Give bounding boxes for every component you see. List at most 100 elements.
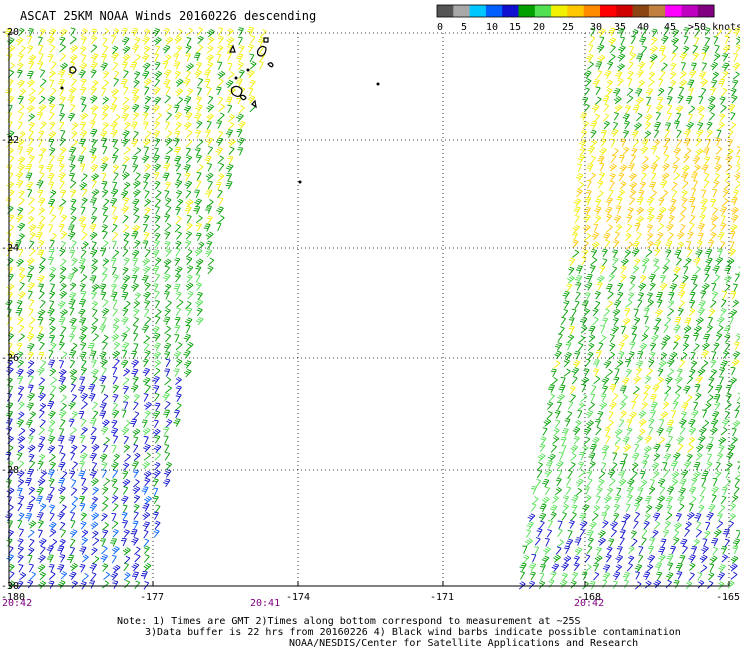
wind-barb <box>599 162 605 172</box>
wind-barb <box>605 553 612 563</box>
wind-barb <box>80 112 88 121</box>
wind-barb <box>174 111 183 121</box>
wind-barb <box>732 62 740 71</box>
wind-barb <box>102 96 109 105</box>
wind-barb <box>608 189 614 198</box>
wind-barb <box>27 188 33 198</box>
wind-barb <box>103 444 109 453</box>
wind-barb <box>669 71 677 80</box>
wind-barb <box>6 283 15 292</box>
wind-barb <box>37 283 45 292</box>
wind-barb <box>122 248 129 257</box>
wind-barb <box>628 282 636 292</box>
wind-barb <box>601 451 607 461</box>
wind-barb <box>601 462 607 471</box>
wind-barb <box>720 427 728 436</box>
wind-barb <box>681 172 689 181</box>
wind-barb <box>122 385 129 395</box>
wind-barb <box>649 282 656 291</box>
wind-barb <box>80 249 87 258</box>
wind-barb <box>632 28 639 38</box>
wind-barb <box>637 350 644 360</box>
wind-barb <box>656 571 663 581</box>
wind-barb <box>588 325 596 335</box>
wind-barb <box>721 554 729 563</box>
wind-barb <box>60 62 68 71</box>
wind-barb <box>89 563 97 572</box>
wind-barb <box>134 147 142 156</box>
wind-barb <box>102 37 108 46</box>
wind-barb <box>613 96 622 105</box>
wind-barb <box>643 571 651 581</box>
wind-barb <box>575 291 581 301</box>
wind-barb <box>143 538 150 547</box>
wind-barb <box>46 494 53 503</box>
wind-barb <box>153 163 161 172</box>
wind-barb <box>618 45 626 54</box>
wind-barb <box>684 521 692 530</box>
wind-barb <box>133 436 139 445</box>
wind-barb <box>571 367 580 376</box>
wind-barb <box>698 300 706 309</box>
wind-barb <box>144 300 151 309</box>
wind-barb <box>723 325 731 334</box>
wind-barb <box>130 121 138 130</box>
wind-barb <box>618 470 626 479</box>
wind-barb <box>26 79 35 88</box>
wind-barb <box>153 385 160 394</box>
wind-barb <box>593 375 601 385</box>
wind-barb <box>48 111 55 121</box>
legend-label: 35 <box>614 22 626 33</box>
wind-barb <box>131 94 140 104</box>
wind-barb <box>614 231 620 241</box>
legend-swatch <box>502 5 519 17</box>
wind-barb <box>650 189 657 199</box>
wind-barb <box>620 410 627 419</box>
wind-barb <box>133 503 140 513</box>
wind-barb <box>582 120 589 130</box>
wind-barb <box>692 44 698 54</box>
wind-barb <box>648 418 655 427</box>
wind-barb <box>618 172 625 182</box>
wind-barb <box>575 173 584 182</box>
wind-barb <box>91 188 100 198</box>
wind-barb <box>564 545 570 555</box>
wind-barb <box>154 434 161 444</box>
wind-barb <box>163 69 172 78</box>
wind-barb <box>142 172 151 182</box>
wind-barb <box>576 188 583 198</box>
wind-barb <box>625 241 633 250</box>
wind-barb <box>218 27 224 36</box>
wind-barb <box>627 78 633 87</box>
wind-barb <box>536 528 543 537</box>
wind-barb <box>69 470 76 479</box>
wind-barb <box>700 564 708 573</box>
wind-barb <box>133 343 139 352</box>
wind-barb <box>154 359 161 368</box>
wind-barb <box>613 299 622 309</box>
wind-barb <box>645 88 654 97</box>
wind-barb <box>729 513 736 522</box>
wind-barb <box>26 104 35 114</box>
wind-barb <box>601 258 608 267</box>
wind-barb <box>588 452 596 461</box>
wind-barb <box>47 53 54 63</box>
wind-barb <box>112 580 119 589</box>
lat-label: -22 <box>1 135 19 146</box>
wind-barb <box>684 317 692 326</box>
wind-barb <box>727 129 734 139</box>
wind-barb <box>195 232 202 242</box>
wind-barb <box>703 333 710 343</box>
wind-barb <box>81 359 87 369</box>
wind-barb <box>87 342 95 352</box>
wind-barb <box>99 375 107 385</box>
wind-barb <box>678 282 686 292</box>
wind-barb <box>100 291 107 300</box>
wind-barb <box>705 138 711 148</box>
wind-barb <box>680 351 688 361</box>
wind-barb <box>154 290 160 300</box>
wind-barb <box>71 130 78 139</box>
wind-barb <box>57 545 65 554</box>
wind-barb <box>143 181 148 190</box>
wind-barb <box>59 104 65 113</box>
